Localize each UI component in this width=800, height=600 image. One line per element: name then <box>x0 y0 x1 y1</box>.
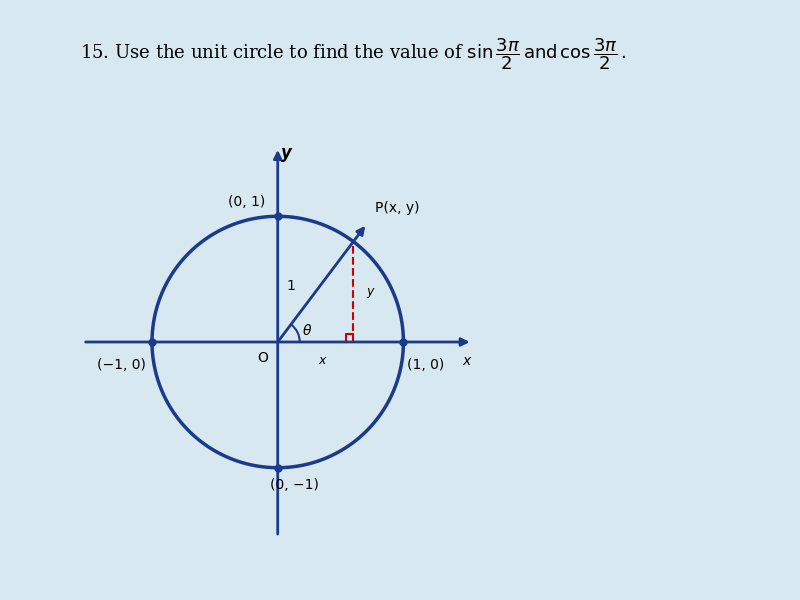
Text: 1: 1 <box>286 278 295 293</box>
Text: (1, 0): (1, 0) <box>407 358 445 373</box>
Text: (−1, 0): (−1, 0) <box>97 358 146 373</box>
Text: y: y <box>366 286 374 298</box>
Text: O: O <box>257 352 268 365</box>
Text: (0, −1): (0, −1) <box>270 478 319 492</box>
Text: x: x <box>462 354 470 368</box>
Text: x: x <box>318 355 326 367</box>
Text: (0, 1): (0, 1) <box>228 195 265 209</box>
Text: y: y <box>281 145 292 163</box>
Text: P(x, y): P(x, y) <box>374 201 419 215</box>
Text: 15. Use the unit circle to find the value of $\mathrm{sin}\,\dfrac{3\pi}{2}$$\ma: 15. Use the unit circle to find the valu… <box>80 36 626 72</box>
Text: θ: θ <box>302 323 311 338</box>
